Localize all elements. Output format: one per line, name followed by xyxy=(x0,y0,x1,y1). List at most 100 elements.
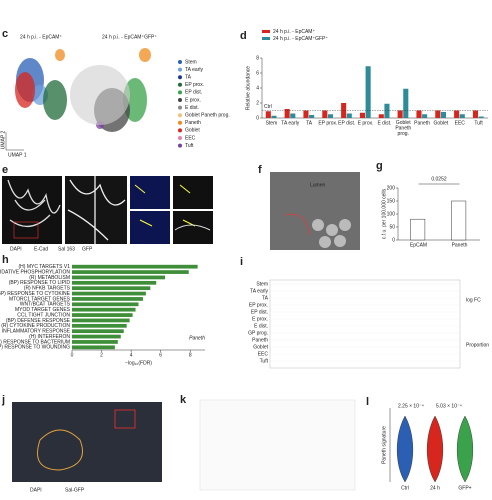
micrograph xyxy=(130,211,170,244)
legend-label: Tuft xyxy=(185,143,194,149)
legend-label: Goblet xyxy=(185,128,200,134)
bar xyxy=(478,116,484,118)
y-tick-label: 200 xyxy=(387,185,396,191)
y-tick-label: (BP) RESPONSE TO CYTOKINE xyxy=(0,291,71,297)
x-tick-label: Ctrl xyxy=(401,485,409,491)
y-axis-label: Paneth signature xyxy=(381,426,387,464)
bar xyxy=(435,110,441,118)
row-label: TA early xyxy=(250,288,268,294)
y-tick-label: (H) INTERFERON xyxy=(29,334,70,340)
bar xyxy=(72,313,133,317)
legend-swatch xyxy=(178,67,182,72)
bar xyxy=(378,114,384,118)
violin xyxy=(457,415,473,483)
umap-cluster xyxy=(43,80,67,120)
legend-label: E-Cad xyxy=(34,246,48,252)
y-tick-label: CCL TIGHT JUNCTION xyxy=(17,312,70,318)
y-tick-label: 0 xyxy=(256,115,259,121)
legend-swatch xyxy=(262,37,270,40)
x-tick-label: TA early xyxy=(281,120,299,126)
granule xyxy=(312,219,324,231)
bar xyxy=(410,218,426,241)
inset-box xyxy=(13,221,39,239)
bar xyxy=(72,318,130,323)
bar xyxy=(403,88,409,118)
y-tick-label: (BP) DEFENSE RESPONSE xyxy=(6,318,71,324)
annotation: 5.03 × 10⁻⁴ xyxy=(436,403,462,409)
legend-label: DAPI xyxy=(10,246,22,252)
bar xyxy=(327,114,334,118)
y-axis-label: Relative abundance xyxy=(245,66,251,110)
row-label: Goblet xyxy=(253,344,268,350)
inset-box xyxy=(114,409,136,429)
x-tick-label: EP dist. xyxy=(338,120,355,126)
image-label: Lumen xyxy=(310,182,326,188)
violin xyxy=(397,415,413,483)
legend-swatch xyxy=(262,30,270,33)
legend-label: Stem xyxy=(185,59,197,65)
legend-label: Sal-GFP xyxy=(65,487,85,493)
annotation: 0.0252 xyxy=(431,176,447,182)
bar xyxy=(440,112,447,118)
x-axis-label: −log₁₀(FDR) xyxy=(125,360,152,366)
panel-letter: i xyxy=(240,256,243,268)
row-label: GP prog. xyxy=(248,330,268,336)
bar xyxy=(72,329,124,334)
row-label: E dist. xyxy=(254,323,268,329)
chart-letter: d xyxy=(240,30,247,42)
umap-title: 24 h p.i. - EpCAM⁺GFP⁺ xyxy=(102,34,157,40)
bar xyxy=(72,334,121,339)
y-tick-label: MTORC1 TARGET GENES xyxy=(9,296,71,302)
bar xyxy=(422,114,428,118)
granule xyxy=(326,224,338,236)
outline xyxy=(37,429,83,471)
x-tick-label: E dist. xyxy=(377,120,391,126)
umap-cluster xyxy=(70,65,130,125)
outline xyxy=(284,213,311,236)
x-tick-label: Goblet Paneth prog. xyxy=(395,120,411,137)
bar xyxy=(284,109,290,118)
row-label: TA xyxy=(262,295,269,301)
x-tick-label: 2 xyxy=(100,352,103,358)
panel-letter: k xyxy=(180,394,187,406)
em-image xyxy=(270,172,360,250)
bar xyxy=(72,286,151,291)
row-label: Tuft xyxy=(260,358,269,364)
bar xyxy=(397,110,403,118)
y-tick-label: 0 xyxy=(392,237,395,243)
panel-letter: e xyxy=(2,164,8,176)
y-tick-label: (R) METABOLISM xyxy=(29,275,70,281)
legend-label: 24 h p.i. - EpCAM⁺ xyxy=(273,29,315,35)
x-tick-label: GFP+ xyxy=(458,485,471,491)
legend-swatch xyxy=(178,82,182,87)
legend-swatch xyxy=(178,90,182,95)
legend-label: Paneth xyxy=(185,120,201,126)
legend-label: EP dist. xyxy=(185,90,202,96)
annotation: Paneth xyxy=(189,335,205,341)
x-tick-label: E prox. xyxy=(358,120,374,126)
y-tick-label: (R) NFKB TARGETS xyxy=(24,286,71,292)
legend-swatch xyxy=(178,136,182,140)
bar xyxy=(72,291,146,296)
chart-letter: h xyxy=(2,254,9,266)
legend-label: EEC xyxy=(185,135,196,141)
legend-swatch xyxy=(178,128,182,133)
annotation: Ctrl xyxy=(264,104,272,110)
arrow xyxy=(134,184,196,227)
row-label: EP dist. xyxy=(251,309,268,315)
legend-label: EP prox. xyxy=(185,82,204,88)
y-tick-label: 8 xyxy=(256,55,259,61)
y-tick-label: 6 xyxy=(256,70,259,76)
x-tick-label: Stem xyxy=(266,120,278,126)
x-tick-label: Goblet xyxy=(434,120,449,126)
panel-letter: f xyxy=(258,164,262,176)
x-tick-label: 8 xyxy=(189,352,192,358)
bar xyxy=(72,280,157,285)
bar xyxy=(454,110,460,118)
granule xyxy=(334,235,346,247)
bar xyxy=(72,302,139,307)
axis-label: UMAP 1 xyxy=(8,152,27,158)
y-tick-label: 100 xyxy=(387,211,396,217)
y-tick-label: 4 xyxy=(256,85,259,91)
row-label: Stem xyxy=(256,281,268,287)
